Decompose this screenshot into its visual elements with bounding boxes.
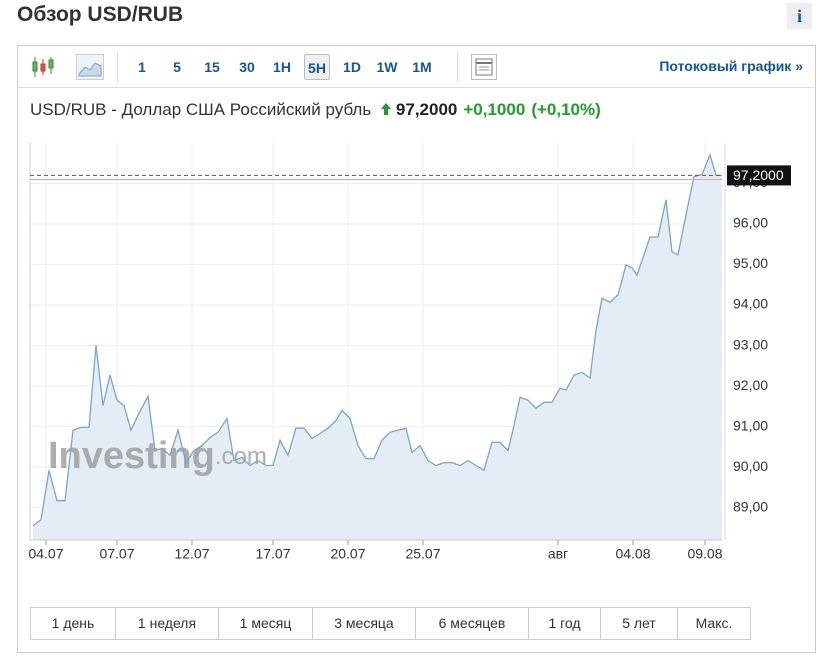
price: 97,2000 <box>395 100 458 119</box>
y-tick-label: 92,00 <box>733 377 768 393</box>
y-tick-label: 89,00 <box>733 498 768 514</box>
stream-link[interactable]: Потоковый график » <box>659 58 803 74</box>
x-tick-label: 04.08 <box>615 546 650 562</box>
watermark-brand: Investing <box>48 435 215 477</box>
interval-button[interactable]: 15 <box>204 59 220 75</box>
y-tick-label: 91,00 <box>733 417 768 433</box>
separator <box>117 52 118 82</box>
candle-icon[interactable] <box>30 54 56 80</box>
watermark-suffix: .com <box>215 443 267 470</box>
toolbar: 1 5 15 30 1H 5H 1D 1W 1M Потоковый график » <box>18 46 815 88</box>
last-price-label: 97,2000 <box>733 167 784 183</box>
widget-frame <box>17 45 816 653</box>
info-button[interactable]: i <box>787 3 812 29</box>
chart: Investing.com 89,00 90,00 91,00 92,00 93,00 9… <box>28 143 791 562</box>
range-button[interactable]: 1 год <box>528 608 600 639</box>
area-icon[interactable] <box>76 54 104 80</box>
y-tick-label: 90,00 <box>733 458 768 474</box>
y-tick-label: 93,00 <box>733 336 768 352</box>
range-button[interactable]: Макс. <box>677 608 750 639</box>
interval-button[interactable]: 1W <box>376 59 398 75</box>
y-tick-label: 95,00 <box>733 255 768 271</box>
up-arrow <box>380 103 391 115</box>
x-tick-label: 09.08 <box>687 546 722 562</box>
layout-icon[interactable] <box>471 54 497 80</box>
range-bar: 1 день 1 неделя 1 месяц 3 месяца 6 месяцев 1 … <box>30 607 751 640</box>
last-price-box <box>727 165 791 186</box>
range-button[interactable]: 5 лет <box>600 608 677 639</box>
interval-button[interactable]: 1M <box>412 59 432 75</box>
range-button[interactable]: 1 день <box>51 615 95 631</box>
instrument-line: USD/RUB - Доллар США Российский рубль 97… <box>30 100 601 120</box>
interval-button[interactable]: 1H <box>273 59 291 75</box>
interval-button[interactable]: 1 <box>138 59 146 75</box>
interval-button[interactable]: 5 <box>173 59 181 75</box>
x-tick-label: 04.07 <box>28 546 63 562</box>
area <box>33 154 722 540</box>
interval-button[interactable]: 5H <box>304 54 330 80</box>
interval-button[interactable]: 30 <box>239 59 255 75</box>
change-pct: (+0,10%) <box>531 100 601 119</box>
x-tick-label: 17.07 <box>255 546 290 562</box>
x-tick-label: авг <box>548 546 568 562</box>
price-line <box>32 152 722 527</box>
range-button[interactable]: 1 месяц <box>218 608 312 639</box>
x-tick-label: 25.07 <box>405 546 440 562</box>
y-tick-label: 94,00 <box>733 296 768 312</box>
watermark: Investing.com <box>48 435 267 477</box>
page-title: Обзор USD/RUB <box>17 3 184 26</box>
x-tick-label: 12.07 <box>174 546 209 562</box>
range-button[interactable]: 3 месяца <box>312 608 415 639</box>
x-tick-label: 20.07 <box>330 546 365 562</box>
x-tick-label: 07.07 <box>99 546 134 562</box>
separator <box>457 52 458 82</box>
range-button[interactable]: 6 месяцев <box>415 608 528 639</box>
y-tick-label: 96,00 <box>733 215 768 231</box>
change: +0,1000 <box>463 100 526 119</box>
range-button[interactable]: 1 неделя <box>115 608 218 639</box>
instrument-name: USD/RUB - Доллар США Российский рубль <box>30 100 372 119</box>
interval-button[interactable]: 1D <box>343 59 361 75</box>
